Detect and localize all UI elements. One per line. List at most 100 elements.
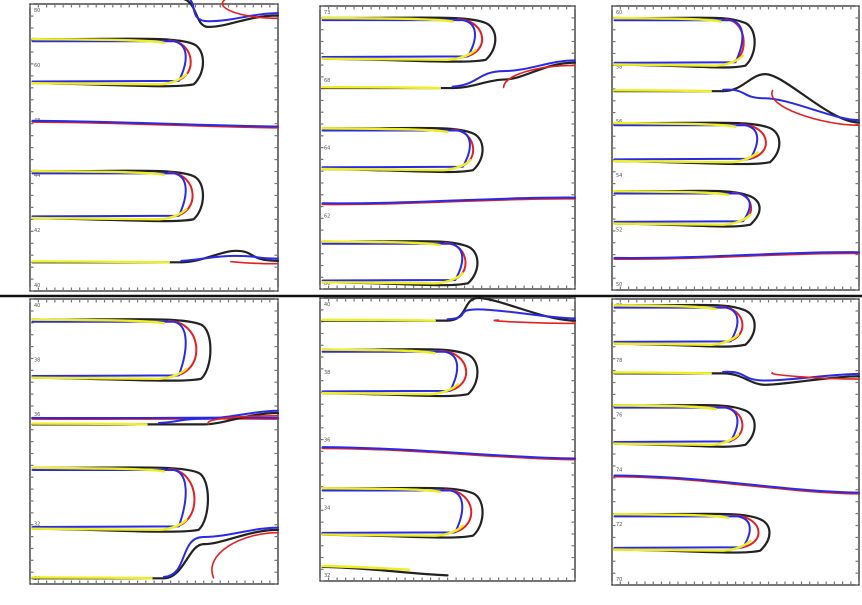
x-tick (186, 300, 188, 303)
x-tick (858, 286, 860, 289)
hairpin-yellow-return (613, 54, 745, 67)
hairpin-yellow-trace (613, 512, 730, 519)
y-tick (31, 135, 34, 137)
y-tick (855, 171, 858, 173)
y-tick-label: 58 (616, 64, 622, 70)
panel-top-right: 60 58 56 54 52 50 (611, 5, 861, 291)
x-tick (120, 5, 122, 8)
y-tick (274, 230, 277, 232)
x-tick (277, 5, 279, 8)
bifurcation-red-trace (211, 531, 279, 579)
x-tick (136, 300, 139, 303)
y-tick (613, 76, 616, 78)
x-tick (710, 581, 712, 584)
hairpin-yellow-trace (31, 37, 166, 44)
x-tick (387, 299, 389, 302)
x-tick (627, 300, 630, 303)
y-tick (613, 206, 616, 208)
x-tick (489, 7, 491, 10)
y-tick-label: 36 (324, 438, 330, 444)
x-tick (532, 7, 534, 10)
y-tick (571, 205, 574, 208)
x-tick (252, 300, 254, 303)
y-tick (321, 427, 324, 429)
x-tick (792, 7, 794, 10)
x-tick (669, 581, 671, 584)
x-tick (438, 285, 440, 288)
y-tick (321, 486, 324, 488)
y-tick-label: 40 (34, 283, 40, 289)
x-tick (387, 577, 389, 580)
y-tick (571, 356, 574, 358)
y-tick (613, 218, 616, 220)
y-tick (321, 123, 324, 125)
hairpin-blue-trace (321, 242, 464, 282)
hairpin-yellow-trace (613, 404, 717, 411)
x-tick (858, 300, 860, 303)
x-tick (29, 287, 31, 290)
hairpin-yellow-return (31, 518, 188, 532)
x-tick (557, 299, 559, 302)
y-tick (613, 5, 616, 7)
x-tick (636, 286, 638, 289)
x-tick (413, 299, 415, 302)
x-tick (549, 285, 551, 288)
y-tick-label: 76 (616, 413, 622, 419)
y-tick (613, 501, 616, 503)
x-tick (809, 581, 811, 584)
hairpin-yellow-return (31, 367, 188, 380)
y-tick (31, 3, 34, 5)
y-tick (31, 524, 34, 526)
hairpin-blue-trace (321, 350, 459, 393)
bifurcation-black-trace (162, 528, 280, 580)
x-tick (776, 300, 778, 303)
x-tick (62, 5, 64, 8)
bifurcation-blue-trace (722, 370, 860, 382)
y-tick (571, 99, 574, 102)
y-tick (855, 64, 858, 66)
y-tick (613, 147, 616, 149)
y-tick (274, 242, 277, 244)
x-tick (455, 7, 457, 10)
x-tick (46, 287, 48, 290)
x-tick (203, 287, 205, 290)
y-tick (571, 344, 574, 346)
straight-blue-trace (321, 446, 576, 460)
hairpin-black-trace (613, 189, 761, 228)
x-tick (236, 5, 238, 8)
y-tick (613, 194, 616, 197)
x-tick (362, 577, 364, 580)
y-tick (31, 147, 34, 149)
x-tick (669, 7, 671, 10)
y-tick (571, 380, 574, 382)
y-tick (321, 309, 324, 311)
y-tick (31, 346, 34, 348)
y-tick (571, 391, 574, 394)
y-tick (321, 205, 324, 208)
x-tick (404, 7, 406, 10)
hairpin-yellow-return (613, 213, 752, 226)
y-tick (274, 476, 277, 478)
panel-frame (29, 3, 279, 292)
panel-top-middle: 73 68 64 62 60 (319, 5, 577, 290)
y-tick-label: 68 (324, 78, 330, 84)
hairpin-yellow-trace (613, 189, 730, 197)
y-tick (321, 76, 324, 78)
x-tick (800, 300, 803, 303)
x-tick (413, 577, 415, 580)
y-tick (321, 545, 324, 547)
x-tick (549, 577, 551, 580)
x-tick (447, 299, 449, 302)
y-tick (571, 135, 574, 137)
y-tick (855, 218, 858, 220)
y-tick (855, 501, 858, 503)
x-tick (252, 5, 254, 8)
y-tick (855, 417, 858, 419)
y-tick (321, 253, 324, 255)
y-tick (613, 41, 616, 43)
x-tick (336, 285, 338, 288)
x-tick (37, 300, 39, 303)
x-tick (515, 299, 517, 302)
y-tick (855, 358, 858, 360)
